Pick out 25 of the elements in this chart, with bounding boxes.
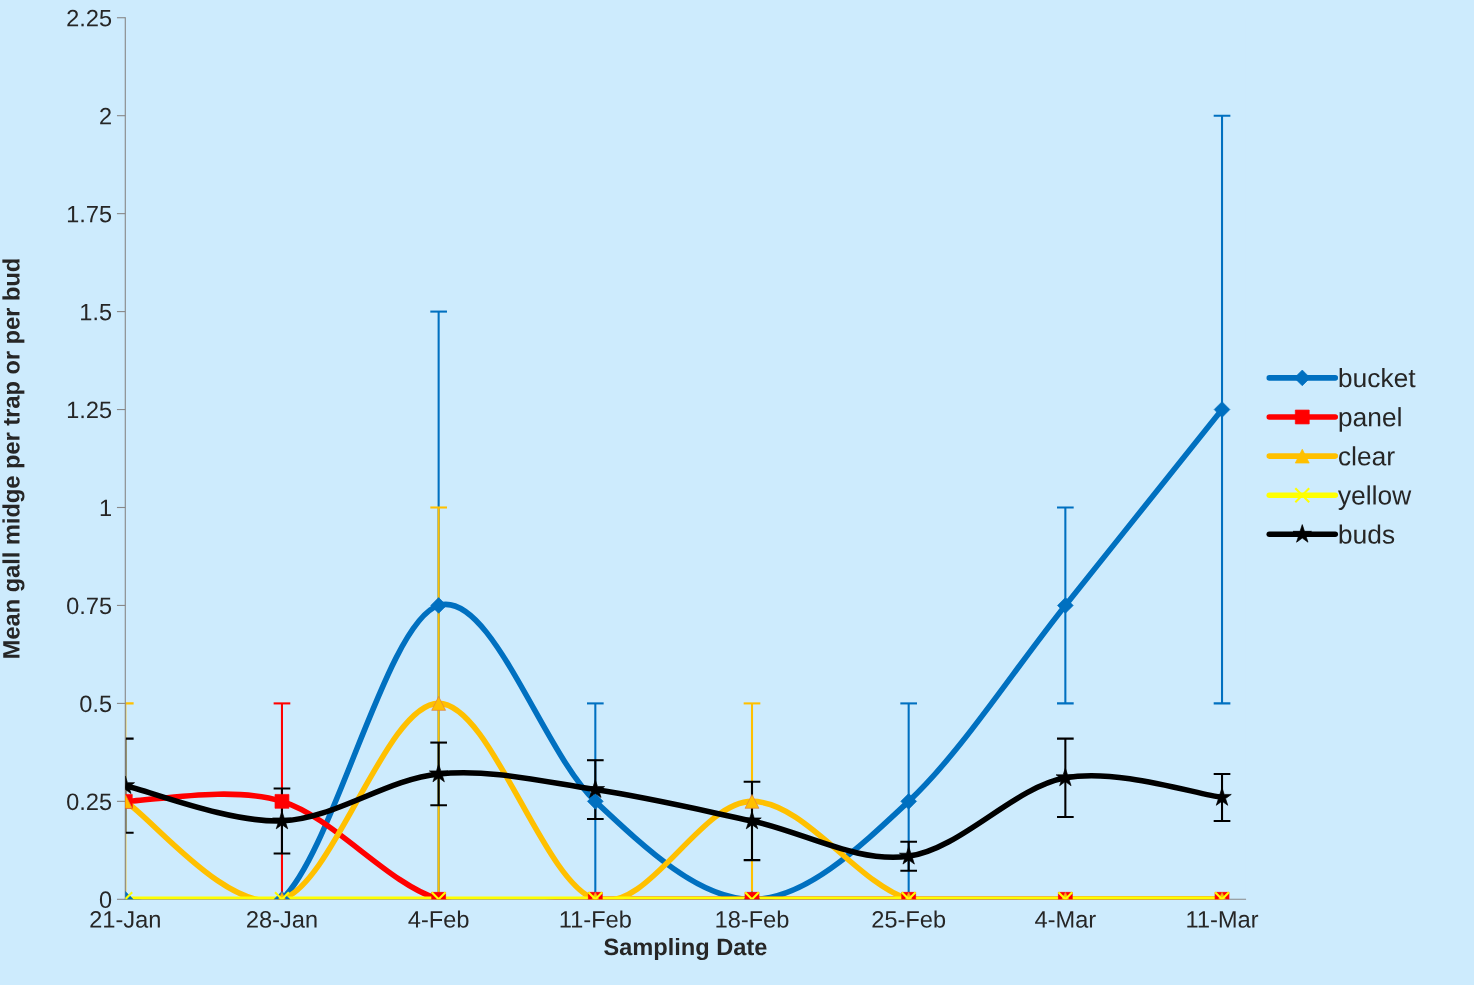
legend-label: yellow [1337, 485, 1412, 510]
y-tick-label: 0.25 [67, 793, 112, 811]
y-tick-label: 2 [100, 107, 111, 125]
x-axis-title: Sampling Date [604, 937, 767, 961]
legend-label: bucket [1339, 367, 1416, 388]
y-tick-label: 2.25 [67, 9, 112, 27]
x-tick-label: 18-Feb [716, 910, 789, 928]
x-tick-label: 11-Feb [560, 910, 631, 928]
y-tick-label: 1.25 [67, 401, 112, 419]
y-tick-label: 1 [100, 499, 111, 517]
legend-label: clear [1339, 446, 1395, 466]
y-tick-label: 1.5 [81, 303, 112, 321]
x-tick-label: 4-Mar [1035, 911, 1096, 928]
y-tick-label: 1.75 [67, 205, 112, 223]
x-tick-label: 11-Mar [1187, 911, 1259, 928]
y-tick-label: 0.75 [67, 597, 112, 615]
legend-label: buds [1339, 524, 1395, 544]
y-axis-title: Mean gall midge per trap or per bud [2, 259, 25, 658]
legend-label: panel [1339, 407, 1401, 432]
x-tick-label: 21-Jan [90, 911, 160, 928]
x-tick-label: 4-Feb [408, 910, 469, 928]
x-tick-label: 25-Feb [872, 910, 946, 928]
y-tick-label: 0.5 [80, 695, 112, 713]
y-tick-label: 0 [99, 891, 112, 909]
x-tick-label: 28-Jan [247, 911, 317, 928]
